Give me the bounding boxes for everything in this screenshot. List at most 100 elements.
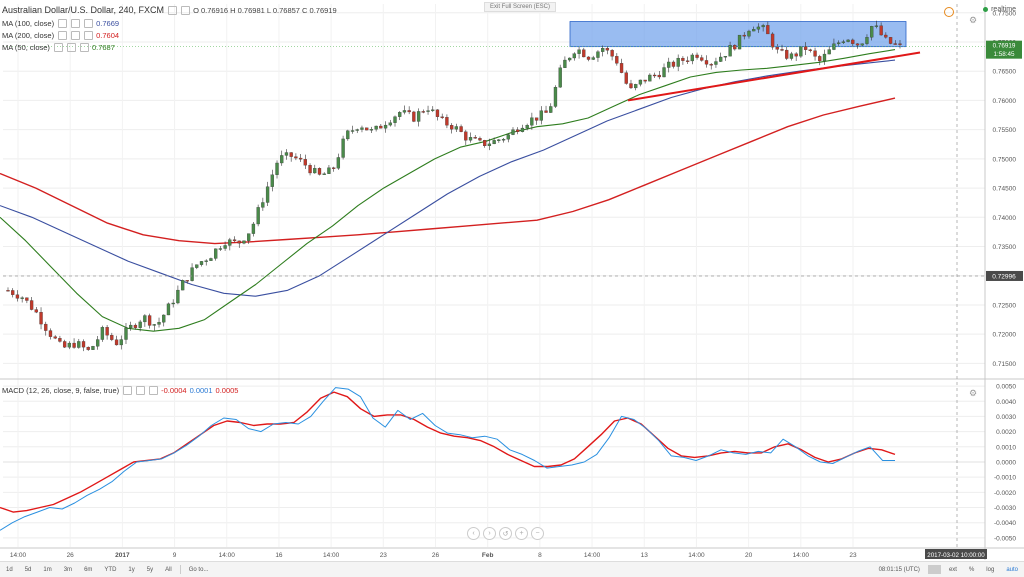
gear-icon[interactable]: ⚙ — [969, 15, 978, 25]
ext-toggle[interactable]: ext — [948, 566, 957, 573]
candle-body — [733, 45, 737, 50]
gear-icon[interactable]: ⚙ — [969, 388, 978, 398]
price-tick-label: 0.71500 — [993, 361, 1017, 368]
time-tick-label: 14:00 — [688, 552, 705, 559]
clock-icon[interactable] — [944, 7, 954, 17]
candle-body — [520, 127, 525, 132]
log-toggle[interactable]: log — [986, 566, 995, 573]
timeframe-6m[interactable]: 6m — [84, 566, 93, 573]
candle-body — [752, 29, 756, 32]
candle-body — [780, 49, 784, 51]
candle-body — [265, 186, 270, 203]
candle-body — [818, 56, 822, 62]
settings-icon[interactable] — [66, 43, 76, 52]
zoom-in-icon[interactable]: + — [515, 527, 528, 540]
eye-icon[interactable] — [168, 5, 178, 15]
close-icon[interactable] — [84, 19, 94, 28]
settings-icon[interactable] — [71, 19, 81, 28]
candle-body — [34, 309, 38, 313]
close-icon[interactable] — [84, 31, 94, 40]
candle-body — [808, 49, 812, 51]
candle-body — [162, 314, 166, 323]
auto-toggle[interactable]: auto — [1006, 566, 1018, 573]
macd-tick-label: 0.0010 — [996, 444, 1016, 451]
candle-body — [237, 240, 241, 244]
timeframe-1m[interactable]: 1m — [43, 566, 52, 573]
close-icon[interactable] — [149, 386, 159, 395]
candle-body — [379, 125, 383, 129]
candle-body — [105, 327, 109, 336]
scroll-left-icon[interactable]: ‹ — [467, 527, 480, 540]
price-tick-label: 0.72000 — [993, 332, 1017, 339]
candle-body — [129, 324, 133, 329]
macd-hist-value: 0.0005 — [215, 386, 239, 395]
candle-body — [431, 109, 435, 111]
candle-body — [110, 335, 114, 340]
time-tick-label: 8 — [538, 552, 542, 559]
macd-tick-label: 0.0050 — [996, 384, 1016, 391]
candle-body — [671, 61, 676, 67]
candle-body — [138, 321, 142, 328]
settings-icon[interactable] — [181, 5, 191, 15]
candle-body — [199, 261, 204, 265]
timeframe-all[interactable]: All — [165, 566, 172, 573]
timeframe-1d[interactable]: 1d — [6, 566, 13, 573]
eye-icon[interactable] — [58, 31, 68, 40]
candle-body — [114, 339, 119, 346]
eye-icon[interactable] — [53, 43, 63, 52]
candle-body — [454, 126, 459, 130]
timeframe-1y[interactable]: 1y — [128, 566, 135, 573]
candle-body — [799, 46, 803, 57]
reset-icon[interactable]: ↺ — [499, 527, 512, 540]
utc-clock[interactable]: 08:01:15 (UTC) — [878, 566, 920, 573]
exit-fullscreen-button[interactable]: Exit Full Screen (ESC) — [484, 2, 557, 12]
candle-body — [416, 111, 421, 122]
candle-body — [648, 74, 652, 82]
candle-body — [365, 127, 369, 131]
price-tick-label: 0.73500 — [993, 244, 1017, 251]
ma-legend-label: MA (50, close) — [2, 43, 50, 52]
candle-body — [412, 111, 416, 122]
candle-body — [567, 57, 572, 61]
crosshair-price-label: 0.72996 — [992, 273, 1016, 280]
settings-icon[interactable] — [136, 386, 146, 395]
candle-body — [525, 125, 529, 129]
candle-body — [487, 143, 492, 147]
macd-value: -0.0004 — [161, 386, 187, 395]
symbol-legend: Australian Dollar/U.S. Dollar, 240, FXCM… — [2, 5, 337, 15]
price-tick-label: 0.76500 — [993, 69, 1017, 76]
timeframe-5y[interactable]: 5y — [146, 566, 154, 573]
candle-body — [742, 34, 746, 37]
candle-body — [652, 74, 657, 77]
timeframe-ytd[interactable]: YTD — [104, 566, 117, 573]
candle-body — [714, 61, 718, 65]
candle-body — [870, 26, 874, 38]
candle-body — [851, 39, 855, 44]
candle-body — [204, 260, 208, 262]
goto-button[interactable]: Go to... — [188, 566, 209, 573]
candle-body — [20, 297, 24, 299]
settings-icon[interactable] — [71, 31, 81, 40]
price-tick-label: 0.76000 — [993, 98, 1017, 105]
candle-body — [369, 129, 374, 131]
ma-100-line — [0, 59, 896, 297]
percent-toggle[interactable]: % — [968, 566, 975, 573]
candle-body — [294, 156, 298, 159]
candle-body — [619, 63, 624, 73]
scroll-right-icon[interactable]: › — [483, 527, 496, 540]
close-icon[interactable] — [79, 43, 89, 52]
eye-icon[interactable] — [123, 386, 133, 395]
time-tick-label: 14:00 — [793, 552, 810, 559]
zoom-out-icon[interactable]: − — [531, 527, 544, 540]
eye-icon[interactable] — [58, 19, 68, 28]
candle-body — [860, 43, 864, 46]
macd-tick-label: -0.0020 — [994, 490, 1016, 497]
candle-body — [667, 61, 671, 68]
timeframe-3m[interactable]: 3m — [63, 566, 73, 573]
timeframe-5d[interactable]: 5d — [24, 566, 32, 573]
navigation-bar: ‹ › ↺ + − — [467, 527, 544, 540]
countdown-label: 1:58:45 — [993, 51, 1015, 58]
candle-body — [530, 117, 534, 126]
realtime-indicator: realtime — [983, 6, 1016, 13]
